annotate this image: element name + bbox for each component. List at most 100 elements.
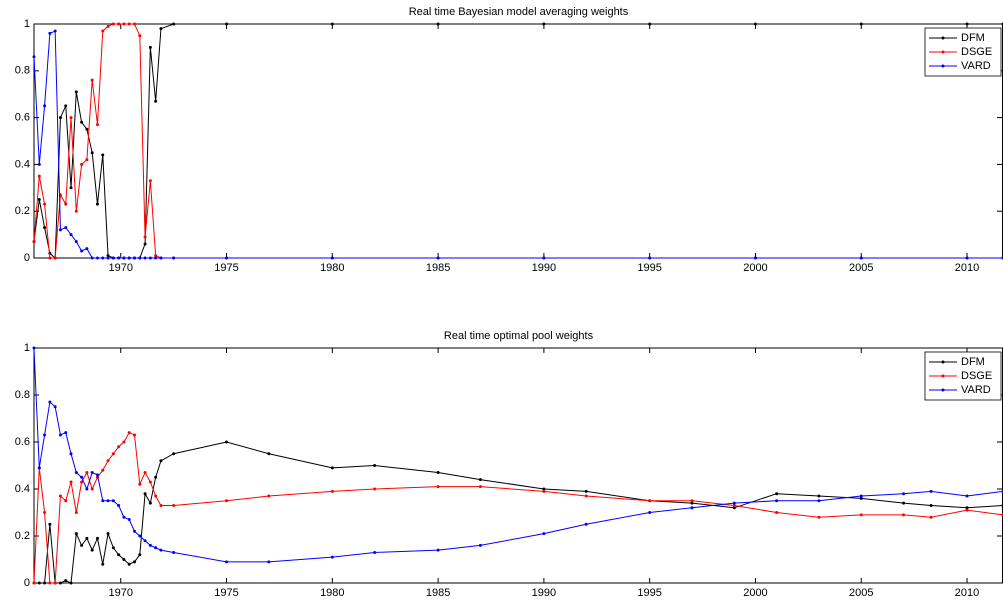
point xyxy=(80,249,84,253)
point xyxy=(106,499,110,503)
point xyxy=(154,256,158,260)
point xyxy=(106,24,110,28)
point xyxy=(117,553,121,557)
point xyxy=(69,186,73,190)
point xyxy=(542,532,546,536)
point xyxy=(143,256,147,260)
y-tick-label: 0 xyxy=(24,577,30,589)
point xyxy=(111,22,115,26)
x-tick-label: 1975 xyxy=(214,262,238,274)
x-tick-label: 1985 xyxy=(426,587,450,599)
point xyxy=(48,581,52,585)
point xyxy=(53,405,57,409)
y-tick-label: 0.4 xyxy=(15,158,30,170)
point xyxy=(138,34,142,38)
point xyxy=(584,522,588,526)
point xyxy=(225,560,229,564)
point xyxy=(64,104,68,108)
x-tick-label: 2005 xyxy=(849,587,873,599)
point xyxy=(138,534,142,538)
point xyxy=(127,22,131,26)
point xyxy=(965,256,969,260)
point xyxy=(648,499,652,503)
point xyxy=(95,473,99,477)
point xyxy=(69,452,73,456)
x-tick-label: 1970 xyxy=(109,587,133,599)
point xyxy=(902,492,906,496)
x-tick-label: 1985 xyxy=(426,262,450,274)
point xyxy=(85,487,89,491)
point xyxy=(106,459,110,463)
point xyxy=(64,226,68,230)
point xyxy=(159,256,163,260)
point xyxy=(117,445,121,449)
point xyxy=(48,31,52,35)
point xyxy=(690,506,694,510)
point xyxy=(122,22,126,26)
point xyxy=(732,506,736,510)
point xyxy=(154,475,158,479)
x-tick-label: 2010 xyxy=(955,587,979,599)
point xyxy=(58,581,62,585)
y-tick-label: 1 xyxy=(24,342,30,354)
y-tick-label: 0.8 xyxy=(15,389,30,401)
series-line xyxy=(34,441,1003,584)
point xyxy=(267,452,271,456)
point xyxy=(127,562,131,566)
point xyxy=(101,499,105,503)
point xyxy=(127,256,131,260)
point xyxy=(648,511,652,514)
point xyxy=(859,494,863,498)
x-tick-label: 1990 xyxy=(532,262,556,274)
point xyxy=(436,548,440,552)
legend-label: DFM xyxy=(961,32,985,44)
point xyxy=(43,433,47,437)
point xyxy=(80,543,84,547)
point xyxy=(80,162,84,166)
point xyxy=(53,256,57,260)
plot-area xyxy=(33,23,1003,259)
point xyxy=(648,22,652,26)
point xyxy=(172,550,176,554)
legend-marker xyxy=(941,374,945,378)
point xyxy=(225,22,229,26)
point xyxy=(43,202,47,206)
legend-label: DSGE xyxy=(961,46,992,58)
point xyxy=(132,256,136,260)
point xyxy=(436,471,440,475)
point xyxy=(172,22,176,26)
point xyxy=(267,494,271,498)
point xyxy=(542,487,546,491)
point xyxy=(584,494,588,498)
point xyxy=(122,515,126,519)
point xyxy=(37,198,41,201)
point xyxy=(90,256,94,260)
point xyxy=(106,532,110,536)
point xyxy=(85,127,89,131)
point xyxy=(106,254,110,258)
series-line xyxy=(33,431,1003,584)
point xyxy=(143,539,147,543)
point xyxy=(817,499,821,503)
legend-box xyxy=(924,351,1002,401)
point xyxy=(74,511,78,514)
y-tick-label: 0.2 xyxy=(15,205,30,217)
point xyxy=(690,499,694,503)
point xyxy=(330,466,334,470)
point xyxy=(95,536,99,540)
point xyxy=(48,400,52,404)
chart-title: Real time optimal pool weights xyxy=(444,330,594,342)
point xyxy=(330,489,334,493)
point xyxy=(148,45,152,49)
series-line xyxy=(33,347,1003,563)
point xyxy=(95,256,99,260)
point xyxy=(159,548,163,552)
y-tick-label: 0.8 xyxy=(15,65,30,77)
legend-label: DSGE xyxy=(961,370,992,382)
point xyxy=(436,22,440,26)
legend-marker xyxy=(941,50,945,54)
point xyxy=(32,240,36,244)
x-tick-label: 1990 xyxy=(532,587,556,599)
